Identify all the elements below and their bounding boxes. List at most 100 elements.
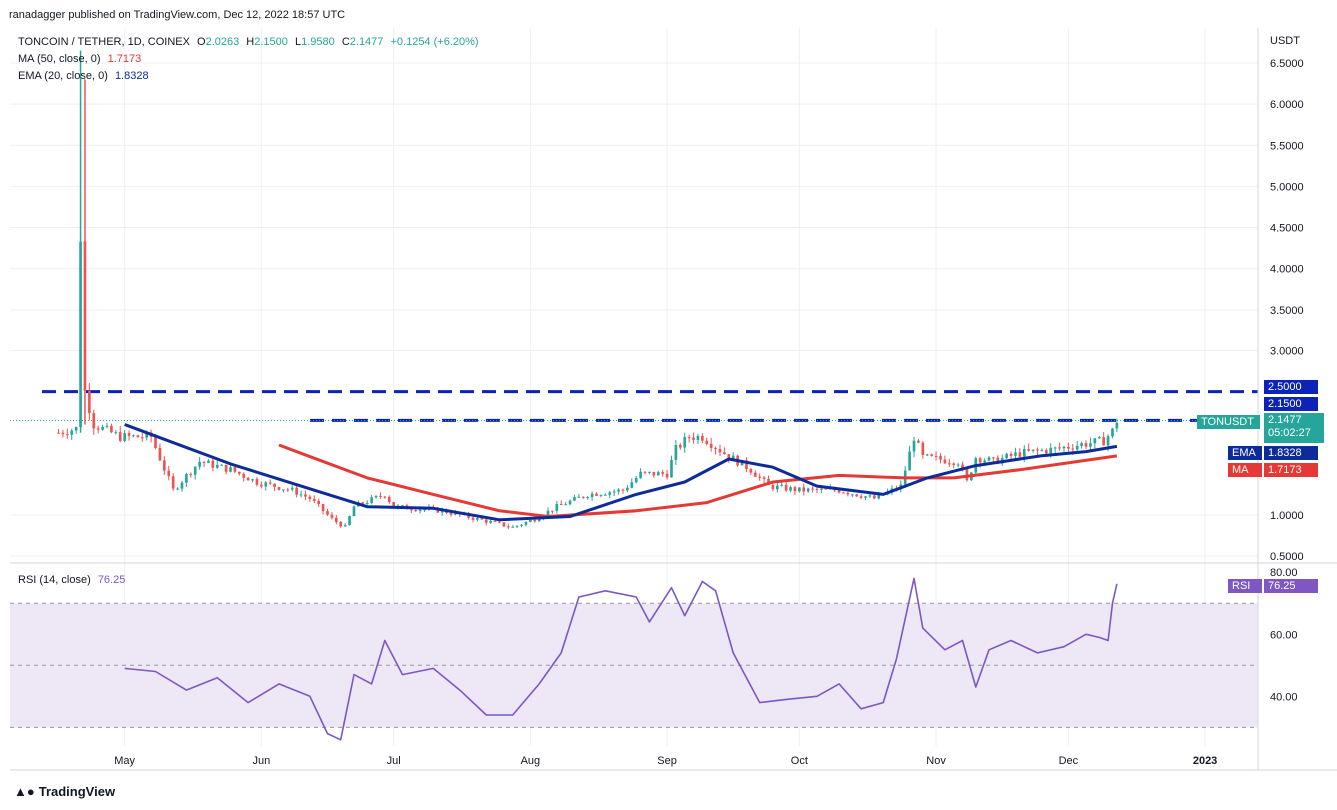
publish-caption: ranadagger published on TradingView.com,… (9, 9, 346, 21)
candle-body (599, 495, 603, 497)
candle-body (846, 492, 850, 495)
candle-body (987, 457, 991, 461)
candle-body (506, 526, 510, 528)
candle-body (308, 496, 312, 499)
last-price-badge: 2.1477 05:02:27 (1264, 413, 1324, 443)
candle-body (140, 437, 144, 439)
candle-body (784, 484, 788, 491)
candle-body (674, 445, 678, 460)
price-tick-label: 0.5000 (1270, 551, 1304, 563)
rsi-tag: RSI (1228, 579, 1262, 593)
candle-body (1036, 449, 1039, 451)
candle-body (952, 463, 956, 466)
symbol-name[interactable]: TONCOIN / TETHER, 1D, COINEX (18, 36, 190, 48)
candle-body (806, 488, 810, 492)
time-tick-label: Nov (926, 755, 946, 767)
candle-body (652, 471, 656, 476)
candle-body (1009, 453, 1013, 456)
candle-body (670, 459, 673, 478)
rsi-band-layer (10, 602, 1258, 728)
candle-body (255, 479, 259, 485)
candle-body (873, 495, 876, 499)
candle-body (608, 492, 612, 495)
candle-body (648, 471, 651, 473)
rsi-legend-value: 76.25 (97, 574, 126, 586)
candle-body (771, 485, 775, 490)
candle-body (515, 525, 519, 527)
candle-body (489, 520, 493, 523)
candle-body (537, 518, 541, 522)
time-tick-label: Oct (791, 755, 808, 767)
candle-body (198, 461, 201, 467)
candle-body (92, 413, 96, 429)
candle-body (136, 435, 140, 438)
candle-body (793, 487, 797, 492)
tradingview-logo[interactable]: ▲● TradingView (14, 784, 115, 799)
candle-body (731, 455, 735, 460)
candle-body (590, 493, 594, 498)
candle-body (568, 500, 572, 505)
candle-body (502, 522, 506, 527)
ma-legend[interactable]: MA (50, close, 0) 1.7173 (18, 53, 145, 65)
candle-body (493, 520, 497, 522)
price-tick-label: 3.0000 (1270, 346, 1304, 358)
candle-body (339, 522, 343, 527)
candle-body (634, 477, 638, 483)
candle-body (1040, 450, 1044, 452)
candle-body (930, 454, 933, 456)
candle-body (577, 496, 581, 498)
candle-body (335, 517, 338, 523)
candle-body (665, 473, 669, 478)
candle-body (1084, 443, 1088, 447)
candle-body (277, 487, 281, 490)
ema-legend-label: EMA (20, close, 0) (18, 70, 108, 82)
candle-body (163, 460, 166, 471)
horizontal-levels[interactable] (10, 390, 1258, 422)
candle-body (546, 510, 550, 517)
candle-body (365, 502, 369, 504)
candle-body (167, 470, 171, 477)
candle-body (908, 451, 911, 471)
candle-body (692, 437, 695, 440)
candle-body (604, 494, 607, 496)
candle-body (471, 517, 475, 520)
ohlc-close: 2.1477 (349, 36, 384, 48)
candle-body (529, 519, 532, 522)
candle-body (312, 498, 316, 501)
candle-body (370, 497, 373, 503)
ohlc-high: 2.1500 (254, 36, 288, 48)
candle-body (154, 436, 157, 448)
ohlc-open: 2.0263 (205, 36, 240, 48)
candle-body (132, 435, 135, 437)
rsi-tick-label: 60.00 (1270, 629, 1298, 641)
ma-price-badge: 1.7173 (1264, 463, 1318, 477)
candle-body (224, 464, 228, 472)
candle-body (145, 432, 149, 438)
last-price: 2.1477 (1268, 414, 1302, 426)
candle-body (581, 496, 585, 498)
candle-body (193, 466, 197, 475)
candle-body (837, 490, 841, 493)
candle-body (1080, 443, 1083, 446)
candle-body (348, 516, 351, 526)
ohlc-open-label: O (197, 36, 206, 48)
candle-body (1018, 452, 1022, 457)
candle-body (789, 487, 792, 491)
candle-body (868, 495, 872, 497)
rsi-legend[interactable]: RSI (14, close) 76.25 (18, 574, 129, 586)
ema-legend[interactable]: EMA (20, close, 0) 1.8328 (18, 70, 153, 82)
candle-body (418, 509, 422, 512)
candle-body (1089, 443, 1092, 447)
candle-body (326, 511, 329, 515)
price-tick-label: 6.0000 (1270, 99, 1304, 111)
candle-body (484, 519, 488, 523)
ohlc-close-label: C (341, 36, 350, 48)
price-tick-label: 5.0000 (1270, 181, 1304, 193)
candle-body (855, 494, 859, 497)
price-tick-label: 3.5000 (1270, 305, 1304, 317)
rsi-tick-label: 80.00 (1270, 567, 1298, 579)
candle-body (696, 435, 700, 440)
bar-countdown: 05:02:27 (1268, 427, 1311, 439)
candle-body (171, 476, 175, 489)
